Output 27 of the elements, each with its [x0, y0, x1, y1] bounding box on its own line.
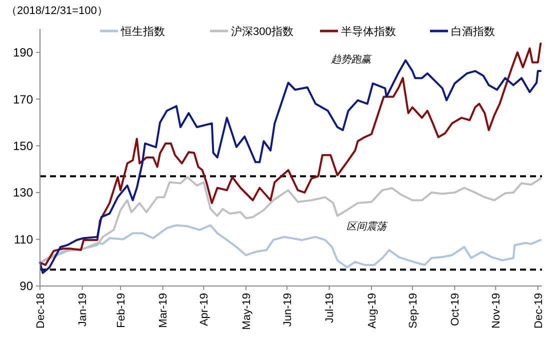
x-tick-label: Sep-19: [407, 293, 420, 328]
x-tick-label: Jan-19: [77, 293, 90, 327]
x-tick-label: Apr-19: [198, 293, 211, 326]
legend-label: 恒生指数: [120, 24, 165, 38]
y-tick-label: 110: [14, 232, 34, 246]
x-tick-label: Dec-19: [532, 293, 545, 328]
annotation: 趋势跑赢: [331, 53, 374, 66]
x-tick-label: Aug-19: [366, 293, 378, 328]
y-tick-label: 170: [12, 92, 34, 106]
y-tick-label: 90: [20, 279, 34, 294]
text: （2018/12/31=100）: [6, 5, 108, 17]
legend-label: 半导体指数: [341, 24, 396, 38]
y-tick-label: 150: [12, 139, 34, 154]
x-tick-label: Mar-19: [158, 293, 170, 328]
line-series: [39, 176, 542, 264]
x-tick-label: Jul-19: [324, 293, 336, 323]
legend-label: 沪深300指数: [231, 24, 294, 38]
x-tick-label: Jun-19: [282, 293, 294, 327]
annotation: 区间震荡: [346, 220, 388, 232]
x-tick-label: May-19: [240, 293, 253, 330]
x-tick-label: Dec-18: [34, 293, 47, 328]
x-tick-label: Feb-19: [115, 293, 128, 328]
y-tick-label: 130: [12, 186, 34, 200]
x-tick-label: Nov-19: [490, 293, 502, 328]
legend-label: 白酒指数: [451, 24, 495, 38]
x-tick-label: Oct-19: [450, 293, 462, 326]
y-tick-label: 190: [12, 46, 34, 60]
